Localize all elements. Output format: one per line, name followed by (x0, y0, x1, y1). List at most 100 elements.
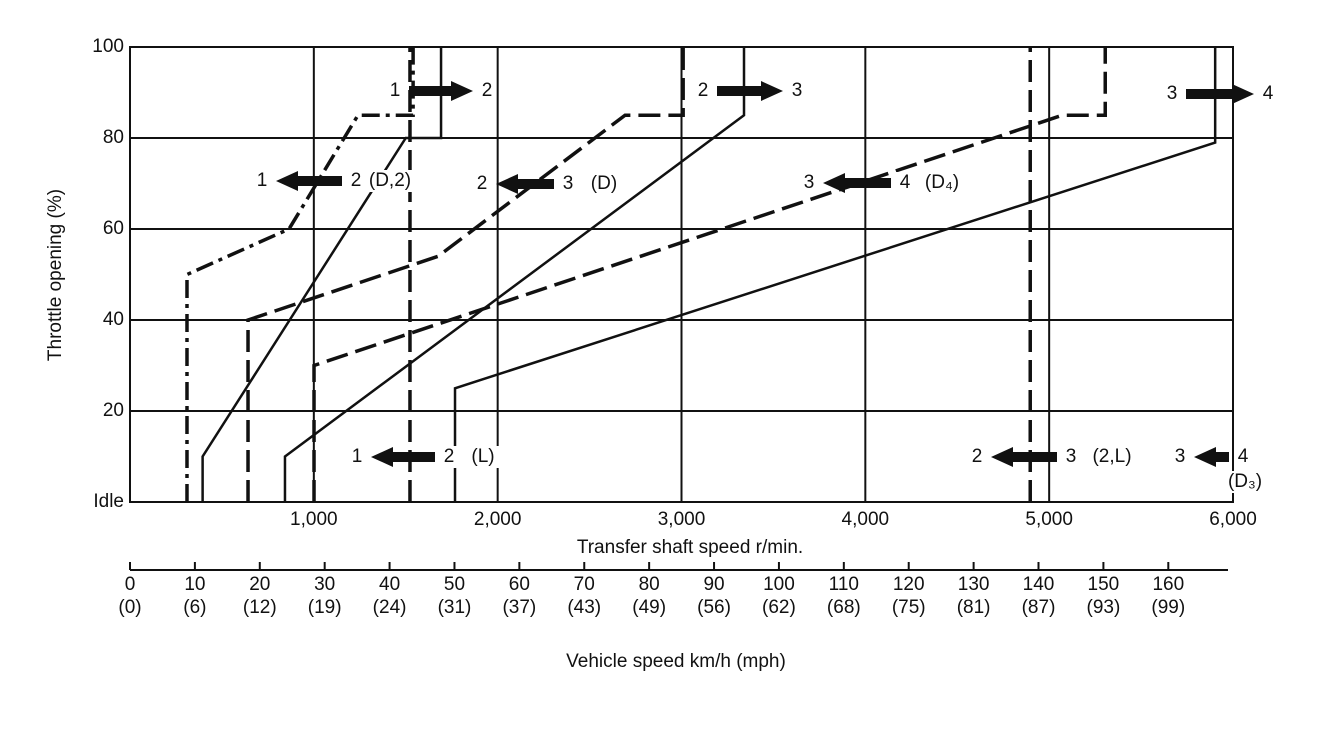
label-bg (576, 173, 632, 195)
annotation-note: (D₃) (1228, 471, 1262, 492)
x2-tick-label: 0 (125, 574, 136, 595)
annotation-to: 2 (444, 446, 455, 467)
label-bg (473, 173, 491, 195)
shift-arrow (991, 447, 1057, 467)
annotation-from: 2 (477, 173, 488, 194)
label-bg (559, 173, 577, 195)
shift-line (312, 47, 1107, 502)
annotation-to: 3 (792, 80, 803, 101)
x2-axis-label: Vehicle speed km/h (mph) (566, 651, 786, 672)
x2-tick-label: 80 (639, 574, 660, 595)
x2-tick-mph-label: (6) (183, 597, 206, 618)
annotation-note: (D) (591, 173, 617, 194)
shift-arrow (409, 81, 473, 101)
y-tick-label: 80 (103, 127, 124, 148)
x2-tick-mph-label: (87) (1022, 597, 1056, 618)
annotation-from: 1 (352, 446, 363, 467)
x2-tick-label: 120 (893, 574, 925, 595)
label-bg (1234, 446, 1252, 468)
x2-tick-mph-label: (37) (502, 597, 536, 618)
label-bg (800, 172, 818, 194)
x-tick-label: 5,000 (1025, 509, 1073, 530)
label-bg (455, 446, 511, 468)
annotation-note: (L) (471, 446, 494, 467)
label-bg (1062, 446, 1080, 468)
x2-tick-label: 40 (379, 574, 400, 595)
x2-tick-label: 60 (509, 574, 530, 595)
x2-tick-label: 50 (444, 574, 465, 595)
x2-tick-mph-label: (12) (243, 597, 277, 618)
y-tick-label: 60 (103, 218, 124, 239)
x-tick-label: 6,000 (1209, 509, 1257, 530)
x2-tick-label: 160 (1152, 574, 1184, 595)
annotation-note: (2,L) (1092, 446, 1131, 467)
label-bg (694, 80, 712, 102)
annotation-from: 2 (698, 80, 709, 101)
x2-tick-mph-label: (81) (957, 597, 991, 618)
annotation-from: 3 (804, 172, 815, 193)
x2-tick-mph-label: (31) (438, 597, 472, 618)
label-bg (968, 446, 986, 468)
label-bg (478, 80, 496, 102)
annotation-from: 2 (972, 446, 983, 467)
shift-arrow (823, 173, 891, 193)
x2-tick-mph-label: (43) (567, 597, 601, 618)
x2-tick-mph-label: (0) (118, 597, 141, 618)
x2-tick-mph-label: (19) (308, 597, 342, 618)
x2-tick-mph-label: (62) (762, 597, 796, 618)
label-bg (253, 170, 271, 192)
x2-tick-mph-label: (99) (1151, 597, 1185, 618)
label-bg (896, 172, 914, 194)
annotation-to: 4 (900, 172, 911, 193)
label-bg (788, 80, 806, 102)
annotation-note: (D₄) (925, 172, 959, 193)
x2-tick-mph-label: (49) (632, 597, 666, 618)
y-tick-label: 20 (103, 400, 124, 421)
x2-tick-label: 30 (314, 574, 335, 595)
annotation-to: 4 (1263, 83, 1274, 104)
label-bg (348, 446, 366, 468)
annotation-to: 3 (563, 173, 574, 194)
annotation-from: 3 (1167, 83, 1178, 104)
label-bg (362, 170, 418, 192)
label-bg (1171, 446, 1189, 468)
shift-arrow (1186, 84, 1254, 104)
label-bg (1084, 446, 1140, 468)
y-tick-label: 100 (92, 36, 124, 57)
x-tick-label: 3,000 (658, 509, 706, 530)
x2-tick-label: 70 (574, 574, 595, 595)
annotation-from: 1 (257, 170, 268, 191)
annotation-from: 3 (1175, 446, 1186, 467)
shift-line (283, 47, 746, 502)
annotation-to: 4 (1238, 446, 1249, 467)
x2-tick-label: 150 (1088, 574, 1120, 595)
x2-tick-label: 20 (249, 574, 270, 595)
x2-tick-label: 130 (958, 574, 990, 595)
x2-tick-mph-label: (56) (697, 597, 731, 618)
annotation-to: 2 (482, 80, 493, 101)
label-bg (386, 80, 404, 102)
shift-arrow (371, 447, 435, 467)
y-tick-label: 40 (103, 309, 124, 330)
x-tick-label: 4,000 (842, 509, 890, 530)
label-bg (914, 172, 970, 194)
x2-tick-label: 100 (763, 574, 795, 595)
annotation-from: 1 (390, 80, 401, 101)
shift-arrow (717, 81, 783, 101)
shift-line (201, 47, 443, 502)
y-axis-label: Throttle opening (%) (45, 189, 66, 361)
x2-tick-mph-label: (93) (1087, 597, 1121, 618)
shift-arrow (496, 174, 554, 194)
x-axis-label: Transfer shaft speed r/min. (577, 537, 803, 558)
x2-tick-label: 10 (184, 574, 205, 595)
x2-tick-mph-label: (24) (373, 597, 407, 618)
annotation-note: (D,2) (369, 170, 411, 191)
y-tick-label: Idle (93, 491, 124, 512)
x-tick-label: 1,000 (290, 509, 338, 530)
label-bg (440, 446, 458, 468)
label-bg (1163, 83, 1181, 105)
label-bg (347, 170, 365, 192)
label-bg (1217, 471, 1273, 493)
